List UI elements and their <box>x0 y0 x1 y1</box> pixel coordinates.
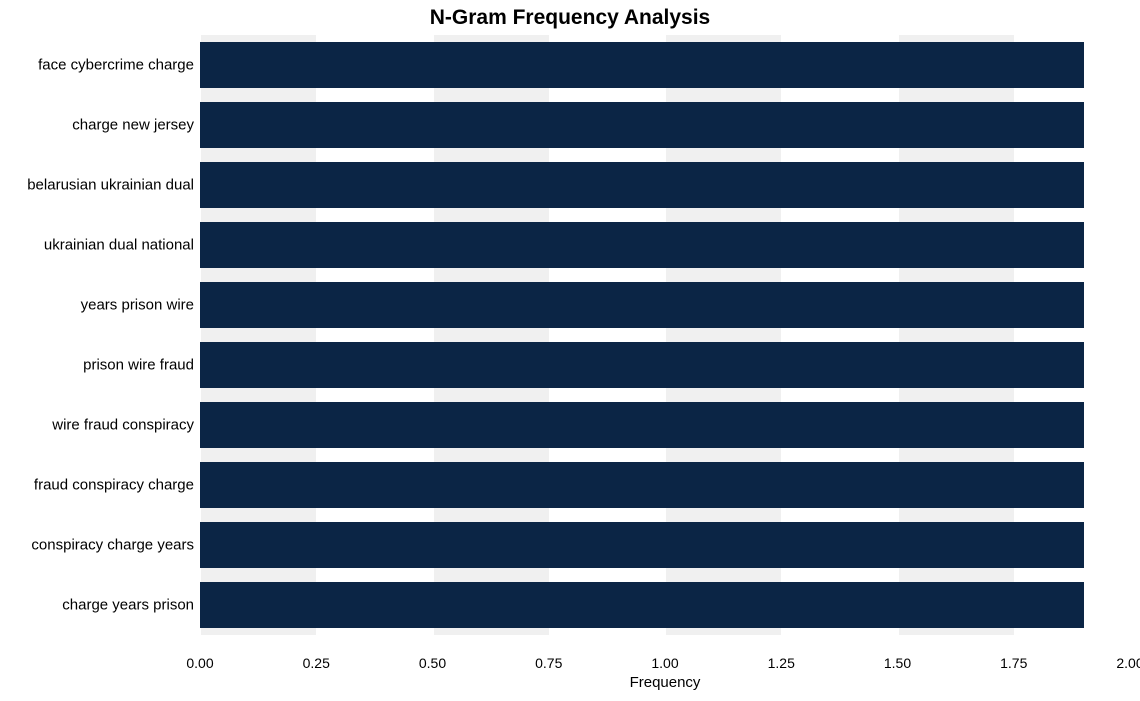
y-tick-label: charge new jersey <box>72 117 194 134</box>
bar <box>200 462 1084 508</box>
grid-line <box>1130 35 1131 635</box>
bar-row <box>200 522 1130 568</box>
y-tick-label: charge years prison <box>62 597 194 614</box>
x-tick-label: 0.00 <box>186 655 213 671</box>
chart-title: N-Gram Frequency Analysis <box>0 0 1140 30</box>
bar <box>200 42 1084 88</box>
y-tick-label: prison wire fraud <box>83 357 194 374</box>
y-tick-label: wire fraud conspiracy <box>52 417 194 434</box>
y-tick-label: years prison wire <box>81 297 194 314</box>
bar <box>200 582 1084 628</box>
y-tick-label: ukrainian dual national <box>44 237 194 254</box>
bar <box>200 282 1084 328</box>
bar <box>200 522 1084 568</box>
x-tick-label: 1.75 <box>1000 655 1027 671</box>
bar <box>200 342 1084 388</box>
y-tick-label: belarusian ukrainian dual <box>27 177 194 194</box>
x-tick-label: 0.50 <box>419 655 446 671</box>
plot-area <box>200 35 1130 635</box>
bar-row <box>200 342 1130 388</box>
ngram-chart: N-Gram Frequency Analysis face cybercrim… <box>0 0 1140 701</box>
bar-row <box>200 102 1130 148</box>
bar <box>200 402 1084 448</box>
bar-row <box>200 582 1130 628</box>
x-tick-label: 2.00 <box>1116 655 1140 671</box>
bar-row <box>200 402 1130 448</box>
y-tick-label: fraud conspiracy charge <box>34 477 194 494</box>
x-tick-label: 1.00 <box>651 655 678 671</box>
x-tick-label: 0.25 <box>303 655 330 671</box>
x-tick-label: 1.25 <box>768 655 795 671</box>
bar-row <box>200 282 1130 328</box>
bar <box>200 162 1084 208</box>
bar-row <box>200 222 1130 268</box>
bar-row <box>200 462 1130 508</box>
y-tick-label: face cybercrime charge <box>38 57 194 74</box>
bar <box>200 222 1084 268</box>
bar-row <box>200 162 1130 208</box>
bar-row <box>200 42 1130 88</box>
x-tick-label: 1.50 <box>884 655 911 671</box>
bar <box>200 102 1084 148</box>
y-tick-label: conspiracy charge years <box>31 537 194 554</box>
x-tick-label: 0.75 <box>535 655 562 671</box>
x-axis-title: Frequency <box>200 674 1130 691</box>
